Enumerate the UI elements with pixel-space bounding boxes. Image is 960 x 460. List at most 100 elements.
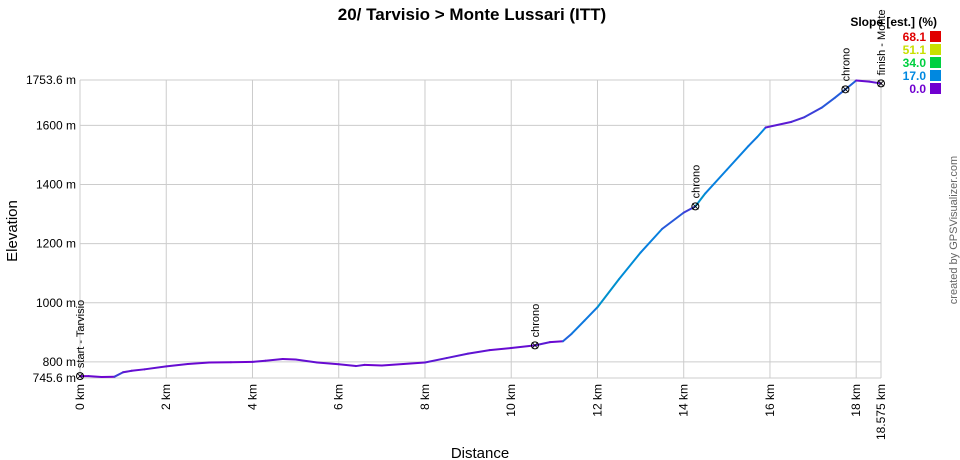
waypoint-circle — [877, 79, 885, 88]
elevation-segment — [682, 205, 697, 214]
elevation-segment — [402, 361, 426, 365]
waypoint-cross — [692, 203, 699, 210]
elevation-segment — [855, 79, 871, 83]
elevation-segment — [316, 361, 340, 366]
x-tick-label: 18.575 km — [874, 384, 888, 440]
waypoints: start - Tarvisio chrono chrono chrono finish… — [75, 9, 888, 381]
waypoint-label: finish - Monte — [876, 9, 888, 75]
y-tick-label: 745.6 m — [33, 371, 76, 385]
elevation-segment — [533, 341, 552, 347]
legend-entry-label: 17.0 — [903, 69, 927, 83]
slope-legend: Slope [est.] (%) 68.151.134.017.00.0 — [850, 15, 941, 96]
elevation-segment — [596, 278, 621, 309]
y-axis-ticks: 745.6 m 800 m 1000 m 1200 m 1400 m 1600 m 1753… — [26, 73, 76, 385]
elevation-segment — [820, 96, 836, 109]
y-tick-label: 1000 m — [36, 296, 76, 310]
elevation-segment — [281, 357, 297, 361]
waypoint-label: start - Tarvisio — [75, 300, 87, 368]
elevation-segment — [251, 359, 267, 363]
elevation-segment — [561, 332, 573, 343]
x-axis-ticks: 0 km 2 km 4 km 6 km 8 km 10 km 12 km 14 km 16 km… — [73, 384, 888, 440]
elevation-segment — [764, 120, 793, 129]
elevation-segment — [725, 145, 750, 171]
series-layer — [79, 79, 882, 378]
x-tick-label: 10 km — [504, 384, 518, 417]
grid — [79, 79, 882, 379]
y-tick-label: 1200 m — [36, 237, 76, 251]
waypoint-circle — [76, 372, 84, 381]
waypoint-label: chrono — [690, 165, 702, 199]
elevation-segment — [354, 363, 366, 368]
legend-swatch — [930, 44, 941, 55]
elevation-segment — [87, 375, 103, 378]
waypoint-marker: chrono — [840, 48, 852, 94]
elevation-segment — [165, 362, 189, 368]
elevation-segment — [143, 365, 168, 371]
legend-entry-label: 34.0 — [903, 56, 927, 70]
y-axis-label: Elevation — [4, 200, 21, 262]
legend-swatch — [930, 57, 941, 68]
legend-entry-label: 51.1 — [903, 43, 927, 57]
x-tick-label: 12 km — [590, 384, 604, 417]
elevation-segment — [122, 369, 133, 374]
waypoint-circle — [841, 85, 850, 94]
waypoint-marker: chrono — [690, 165, 702, 211]
legend-title: Slope [est.] (%) — [850, 15, 937, 29]
waypoint-marker: start - Tarvisio — [75, 300, 87, 381]
elevation-segment — [380, 362, 405, 367]
elevation-segment — [549, 340, 564, 344]
legend-entry-label: 0.0 — [909, 82, 926, 96]
y-tick-label: 1400 m — [36, 178, 76, 192]
x-tick-label: 0 km — [73, 384, 87, 410]
x-tick-label: 16 km — [763, 384, 777, 417]
elevation-segment — [363, 363, 383, 367]
x-tick-label: 18 km — [849, 384, 863, 417]
legend-swatch — [930, 83, 941, 94]
elevation-segment — [618, 251, 642, 281]
x-tick-label: 4 km — [245, 384, 259, 410]
legend-swatch — [930, 70, 941, 81]
elevation-segment — [264, 357, 284, 362]
elevation-segment — [756, 126, 767, 139]
elevation-segment — [704, 168, 728, 195]
y-tick-label: 800 m — [43, 355, 76, 369]
elevation-segment — [868, 80, 882, 85]
elevation-segment — [790, 116, 806, 123]
x-axis-label: Distance — [451, 445, 509, 460]
elevation-segment — [803, 106, 823, 119]
elevation-segment — [467, 349, 491, 355]
elevation-segment — [747, 136, 759, 148]
waypoint-label: chrono — [840, 48, 852, 82]
legend-swatch — [930, 31, 941, 42]
waypoint-marker: finish - Monte — [876, 9, 888, 88]
waypoint-cross — [877, 80, 885, 87]
x-tick-label: 2 km — [159, 384, 173, 410]
waypoint-cross — [531, 342, 539, 349]
waypoint-circle — [691, 202, 700, 211]
waypoint-cross — [76, 372, 84, 380]
elevation-segment — [583, 306, 599, 322]
x-tick-label: 8 km — [418, 384, 432, 410]
credit-text: created by GPSVisualizer.com — [948, 156, 960, 304]
elevation-segment — [113, 371, 125, 378]
elevation-segment — [639, 227, 664, 254]
elevation-segment — [445, 352, 470, 360]
waypoint-circle — [530, 341, 539, 350]
x-tick-label: 6 km — [332, 384, 346, 410]
x-tick-label: 14 km — [677, 384, 691, 417]
elevation-segment — [570, 319, 586, 335]
waypoint-marker: chrono — [530, 304, 542, 350]
elevation-segment — [130, 368, 146, 372]
legend-entry-label: 68.1 — [903, 30, 927, 44]
elevation-segment — [488, 347, 513, 352]
elevation-segment — [661, 211, 685, 230]
elevation-segment — [337, 363, 357, 368]
elevation-segment — [294, 358, 319, 364]
chart-title: 20/ Tarvisio > Monte Lussari (ITT) — [338, 5, 606, 24]
elevation-segment — [186, 361, 211, 365]
y-tick-label: 1600 m — [36, 118, 76, 132]
elevation-segment — [423, 357, 448, 364]
waypoint-cross — [842, 86, 849, 93]
waypoint-label: chrono — [530, 304, 542, 338]
